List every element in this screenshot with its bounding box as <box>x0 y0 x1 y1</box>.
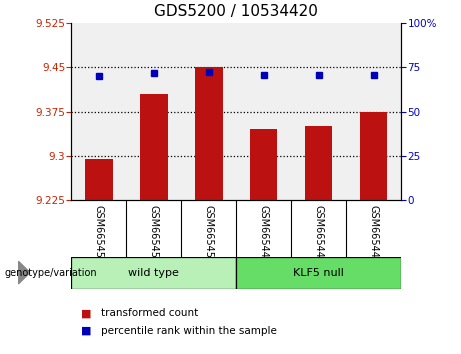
Text: wild type: wild type <box>129 268 179 278</box>
Text: genotype/variation: genotype/variation <box>5 268 97 278</box>
Bar <box>305 126 332 200</box>
Bar <box>85 159 112 200</box>
Text: ■: ■ <box>81 308 91 318</box>
Title: GDS5200 / 10534420: GDS5200 / 10534420 <box>154 4 318 19</box>
Bar <box>360 112 387 200</box>
Bar <box>71 257 236 289</box>
Text: KLF5 null: KLF5 null <box>293 268 344 278</box>
Text: GSM665446: GSM665446 <box>259 205 269 263</box>
Bar <box>250 129 278 200</box>
Text: GSM665451: GSM665451 <box>94 205 104 264</box>
Text: percentile rank within the sample: percentile rank within the sample <box>101 326 278 336</box>
Bar <box>140 94 168 200</box>
Text: ■: ■ <box>81 326 91 336</box>
Text: GSM665448: GSM665448 <box>313 205 324 263</box>
Text: transformed count: transformed count <box>101 308 199 318</box>
Text: GSM665453: GSM665453 <box>149 205 159 264</box>
Polygon shape <box>18 261 30 284</box>
Text: GSM665454: GSM665454 <box>204 205 214 264</box>
Bar <box>195 67 223 200</box>
Bar <box>236 257 401 289</box>
Text: GSM665449: GSM665449 <box>369 205 378 263</box>
